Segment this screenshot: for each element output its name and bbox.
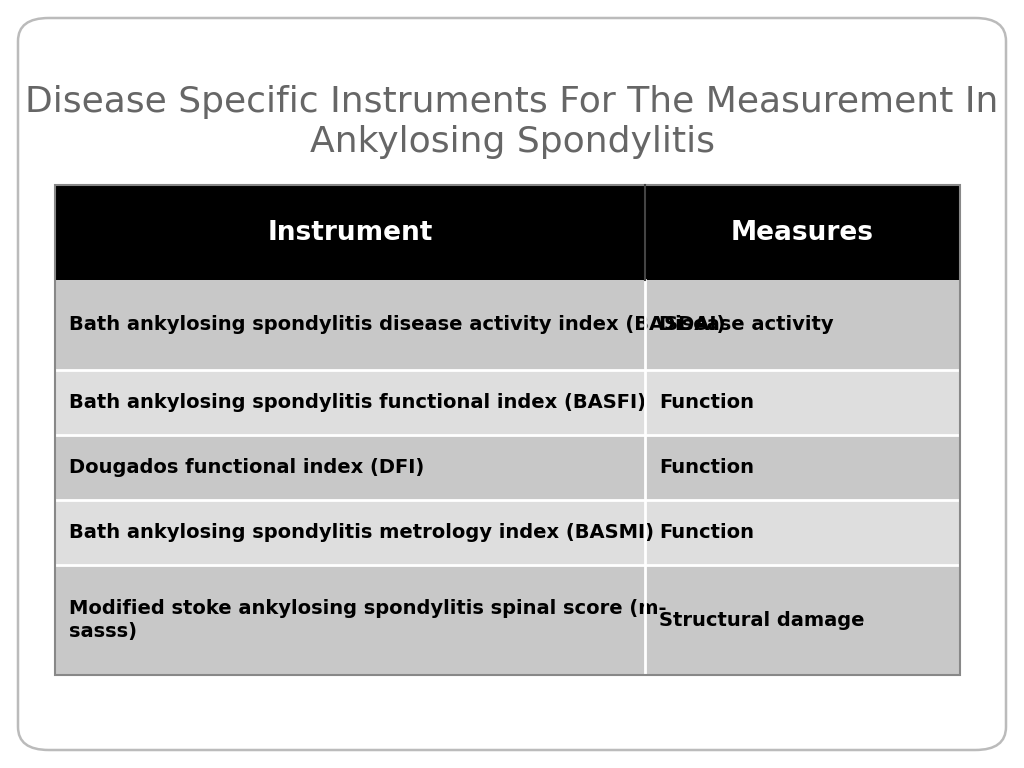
Bar (55, 435, 961, 500)
Text: Structural damage: Structural damage (659, 611, 864, 630)
Text: Instrument: Instrument (267, 220, 433, 246)
Text: Bath ankylosing spondylitis functional index (BASFI): Bath ankylosing spondylitis functional i… (69, 393, 646, 412)
Bar (55, 565, 961, 675)
Bar (55, 185, 961, 675)
Text: Disease activity: Disease activity (659, 316, 834, 335)
Text: Function: Function (659, 458, 754, 477)
Bar (55, 370, 961, 435)
FancyBboxPatch shape (18, 18, 1006, 750)
Bar (55, 185, 961, 280)
Bar (55, 280, 961, 370)
Text: Bath ankylosing spondylitis disease activity index (BASDAI): Bath ankylosing spondylitis disease acti… (69, 316, 725, 335)
Bar (55, 500, 961, 565)
Text: Function: Function (659, 393, 754, 412)
Text: Bath ankylosing spondylitis metrology index (BASMI): Bath ankylosing spondylitis metrology in… (69, 523, 654, 542)
Text: Measures: Measures (731, 220, 874, 246)
Text: Ankylosing Spondylitis: Ankylosing Spondylitis (309, 125, 715, 159)
Text: Function: Function (659, 523, 754, 542)
Text: Dougados functional index (DFI): Dougados functional index (DFI) (69, 458, 424, 477)
Text: Modified stoke ankylosing spondylitis spinal score (m-
sasss): Modified stoke ankylosing spondylitis sp… (69, 600, 667, 641)
Text: Disease Specific Instruments For The Measurement In: Disease Specific Instruments For The Mea… (26, 85, 998, 119)
